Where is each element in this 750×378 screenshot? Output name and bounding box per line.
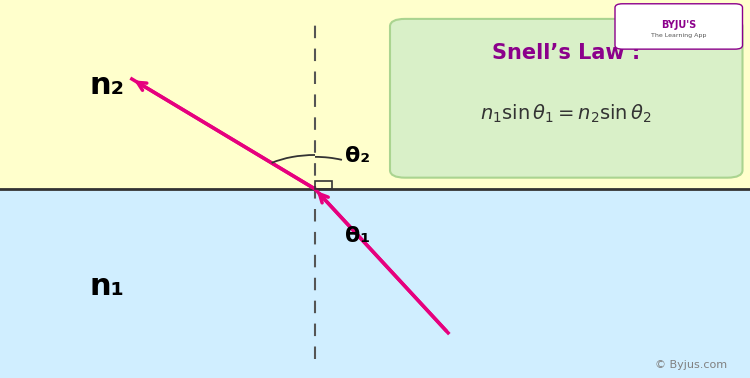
Text: BYJU'S: BYJU'S <box>662 20 696 29</box>
Text: θ₂: θ₂ <box>345 146 370 166</box>
Text: n₁: n₁ <box>90 272 125 301</box>
Text: n₂: n₂ <box>90 71 125 101</box>
Text: The Learning App: The Learning App <box>651 33 706 39</box>
FancyBboxPatch shape <box>0 0 750 189</box>
Text: θ₁: θ₁ <box>345 226 370 246</box>
Text: Snell’s Law :: Snell’s Law : <box>492 43 640 63</box>
Text: © Byjus.com: © Byjus.com <box>656 361 728 370</box>
FancyBboxPatch shape <box>615 4 742 49</box>
FancyBboxPatch shape <box>390 19 742 178</box>
FancyBboxPatch shape <box>0 189 750 378</box>
Bar <box>315 181 332 189</box>
Text: $n_1\sin\theta_1 = n_2\sin\theta_2$: $n_1\sin\theta_1 = n_2\sin\theta_2$ <box>481 102 652 124</box>
